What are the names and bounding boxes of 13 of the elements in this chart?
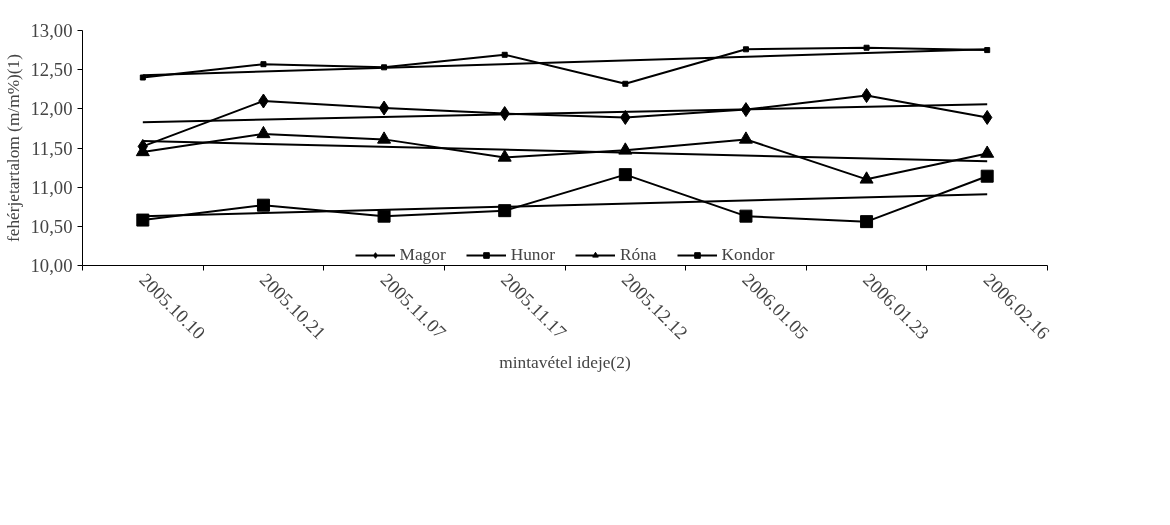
y-tick-label: 12,50 <box>30 59 73 81</box>
legend-label: Róna <box>619 245 657 265</box>
y-axis-title: fehérjetartalom (m/m%)(1) <box>3 53 23 243</box>
y-tick-label: 11,00 <box>31 176 73 198</box>
y-tick-label: 13,00 <box>30 20 73 41</box>
y-tick-label: 12,00 <box>30 98 73 120</box>
x-axis-title: mintavétel ideje(2) <box>499 353 631 373</box>
y-tick-label: 10,50 <box>30 215 73 237</box>
legend-label: Hunor <box>510 245 555 265</box>
y-tick-label: 11,50 <box>31 137 73 159</box>
legend-label: Kondor <box>721 245 775 265</box>
legend-label: Magor <box>399 245 446 265</box>
y-tick-label: 10,00 <box>30 255 73 276</box>
